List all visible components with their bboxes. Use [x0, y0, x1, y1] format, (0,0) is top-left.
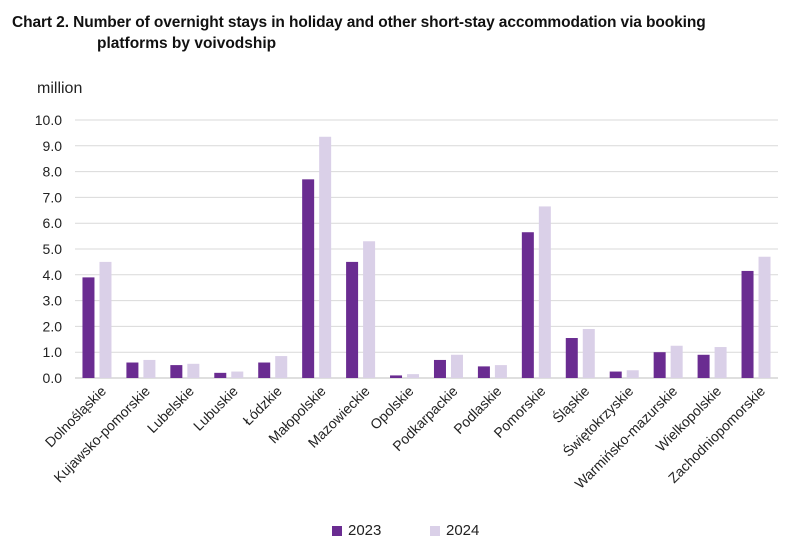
bar-2023 [258, 362, 271, 378]
bar-2024 [99, 261, 112, 378]
x-tick-label: Lubelskie [144, 383, 197, 436]
y-axis-unit-label: million [37, 80, 83, 97]
bar-2023 [214, 372, 227, 378]
y-tick-label: 8.0 [43, 164, 63, 180]
legend-label-2023: 2023 [348, 522, 382, 539]
legend-item-2024: 2024 [430, 522, 479, 539]
bar-2024 [363, 241, 376, 378]
bar-2024 [494, 365, 507, 378]
y-tick-label: 1.0 [43, 344, 63, 360]
bar-2024 [538, 206, 551, 378]
legend-swatch-2024 [430, 525, 440, 536]
bar-2023 [477, 366, 490, 378]
legend-item-2023: 2023 [332, 522, 381, 539]
y-tick-label: 4.0 [43, 267, 63, 283]
bar-2023 [346, 261, 359, 378]
bar-2023 [433, 359, 446, 378]
bar-2024 [626, 370, 639, 378]
bar-2024 [187, 363, 200, 378]
bar-2023 [653, 352, 666, 378]
bar-2023 [390, 375, 403, 378]
y-tick-label: 0.0 [43, 370, 63, 386]
bar-2024 [670, 345, 683, 378]
x-tick-label: Lubuskie [190, 383, 241, 434]
y-tick-label: 7.0 [43, 189, 63, 205]
x-tick-label: Śląskie [548, 382, 592, 426]
bar-2024 [143, 359, 156, 378]
bar-2024 [319, 136, 332, 378]
legend: 2023 2024 [0, 522, 800, 542]
legend-swatch-2023 [332, 525, 342, 536]
legend-label-2024: 2024 [446, 522, 480, 539]
bar-2023 [170, 365, 183, 378]
bar-2024 [714, 347, 727, 378]
chart-title: Chart 2. Number of overnight stays in ho… [12, 14, 706, 31]
y-tick-label: 5.0 [43, 241, 63, 257]
bar-2023 [565, 338, 578, 378]
y-tick-label: 10.0 [35, 112, 62, 128]
bar-2024 [407, 374, 420, 378]
bar-2024 [450, 354, 463, 378]
bar-2024 [758, 256, 771, 378]
y-tick-label: 3.0 [43, 293, 63, 309]
chart-title-block: Chart 2. Number of overnight stays in ho… [12, 14, 792, 53]
bar-2023 [82, 277, 95, 378]
y-tick-label: 6.0 [43, 215, 63, 231]
chart-title-continued: platforms by voivodship [97, 35, 277, 52]
bar-2023 [741, 270, 754, 378]
bar-2023 [302, 179, 315, 378]
y-tick-label: 9.0 [43, 138, 63, 154]
bar-2023 [126, 362, 139, 378]
bar-2024 [275, 356, 288, 378]
bar-2024 [231, 371, 244, 378]
y-tick-label: 2.0 [43, 318, 63, 334]
bar-2023 [521, 232, 534, 378]
bar-2023 [609, 371, 622, 378]
bar-2023 [697, 354, 710, 378]
bar-2024 [582, 328, 595, 378]
